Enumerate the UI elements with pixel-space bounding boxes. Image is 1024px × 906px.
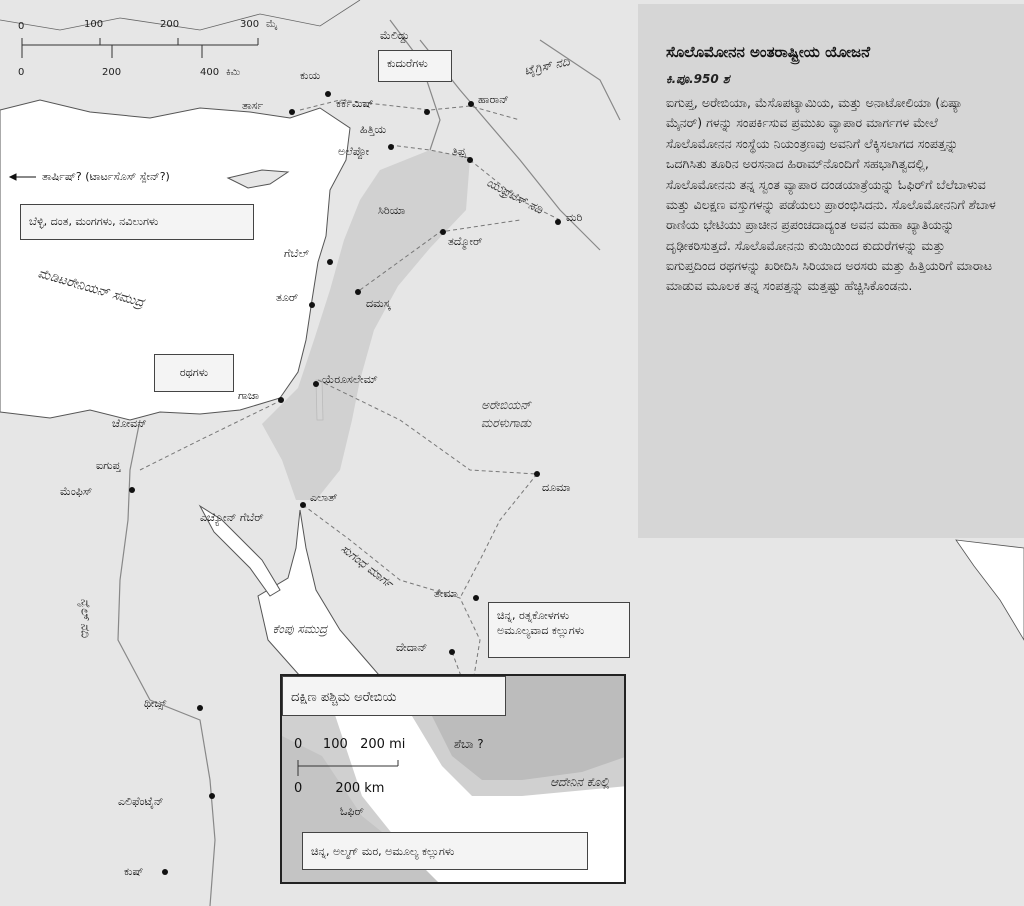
persian-gulf-corner (955, 539, 1024, 641)
panel-date: ಕಿ.ಪೂ.950 ಶ (666, 72, 730, 86)
city-kue: ಕುಯ (300, 69, 321, 82)
cyprus-island (226, 169, 290, 189)
scale-mi-200: 200 (160, 19, 180, 30)
callout-silver: ಬೆಳ್ಳಿ, ದಂತ, ಮಂಗಗಳು, ನವಿಲುಗಳು (20, 204, 254, 240)
inset-gulf-aden: ಆದೇನಿನ ಕೊಲ್ಲಿ (550, 775, 610, 789)
panel-title: ಸೊಲೊಮೋನನ ಅಂತರಾಷ್ಟ್ರೀಯ ಯೋಜನೆ (666, 43, 871, 61)
city-memphis: ಮೆಂಫಿಸ್ (60, 485, 93, 498)
sheba-goods-line-2: ಅಮೂಲ್ಯವಾದ ಕಲ್ಲುಗಳು (497, 623, 585, 637)
city-tipsah: ತಿಪ್ಸ (452, 145, 466, 158)
city-aleppo: ಅಲೆಪ್ಪೋ (338, 145, 370, 158)
city-tarsus: ತಾರ್ಸ (242, 99, 264, 112)
scale-km-unit: ಕಿಮಿ (226, 67, 241, 78)
label-tarshish: ತಾರ್ಷಿಷ್? (ಟಾರ್ಟಸೊಸ್ ಸ್ಪೇನ್?) (42, 170, 170, 183)
inset-scale-km: 0 200 km (294, 781, 385, 796)
tarshish-arrow (8, 173, 36, 181)
region-arabian-desert: ಅರೇಬಿಯನ್ ಮರಳುಗಾಡು (480, 398, 532, 430)
scale-km-400: 400 (200, 67, 220, 78)
city-zoan: ಚೋವನ್ (112, 417, 147, 430)
city-dedan: ದೇದಾನ್ (396, 641, 428, 654)
city-carchemish: ಕರ್ಕೆಮಿಷ್ (336, 97, 374, 110)
scale-mi-100: 100 (84, 19, 104, 30)
sheba-goods-line-1: ಚಿನ್ನ, ರತ್ನಕೋಳಗಳು (497, 609, 570, 622)
city-elephantine: ಎಲಿಫೆಂಟೈನ್ (118, 795, 164, 808)
city-gaza: ಗಾಜಾ (238, 389, 260, 402)
city-thebes: ಥೀಬ್ಸ್ (144, 697, 167, 710)
inset-map: ದಕ್ಷಿಣ ಪಶ್ಚಿಮ ಅರೇಬಿಯ 0 100 200 mi 0 200 … (280, 674, 626, 884)
coast-north (0, 0, 361, 31)
city-hittites: ಹಿತ್ತಿಯ (360, 123, 387, 136)
inset-title: ದಕ್ಷಿಣ ಪಶ್ಚಿಮ ಅರೇಬಿಯ (282, 676, 506, 716)
scale-mi-unit: ಮೈ (266, 19, 278, 30)
trade-routes (139, 99, 561, 741)
info-panel: ಸೊಲೊಮೋನನ ಅಂತರಾಷ್ಟ್ರೀಯ ಯೋಜನೆ ಕಿ.ಪೂ.950 ಶ … (638, 4, 1024, 538)
scale-bar (21, 38, 259, 58)
city-elath: ಎಲಾತ್ (310, 491, 338, 504)
city-tema: ತೇಮಾ (434, 587, 458, 600)
sea-red: ಕೆಂಪು ಸಮುದ್ರ (272, 622, 328, 636)
city-mari: ಮರಿ (566, 211, 583, 224)
city-kush: ಕುಷ್ (124, 865, 144, 878)
city-gebal: ಗೆಬೆಲ್ (284, 247, 310, 260)
callout-sheba-goods: ಚಿನ್ನ, ರತ್ನಕೋಳಗಳು ಅಮೂಲ್ಯವಾದ ಕಲ್ಲುಗಳು (488, 602, 630, 658)
inset-sea (322, 676, 624, 882)
scale-mi-0: 0 (18, 21, 25, 32)
callout-horses: ಕುದುರೆಗಳು (378, 50, 452, 82)
kingdom-area (262, 150, 470, 500)
city-tadmor: ತದ್ಮೋರ್ (448, 235, 483, 248)
city-damascus: ದಮಸ್ಕ (366, 297, 391, 310)
callout-chariots: ರಥಗಳು (154, 354, 234, 392)
scale-km-0: 0 (18, 67, 25, 78)
inset-ophir: ಓಫಿರ್ (340, 805, 364, 818)
city-dots (129, 91, 561, 875)
city-eziongeber: ಎಚ್ಯೋನ್ ಗೆಬೆರ್ (200, 511, 264, 524)
inset-goods: ಚಿನ್ನ, ಅಲ್ಮಗ್ ಮರ, ಅಮೂಲ್ಯ ಕಲ್ಲುಗಳು (302, 832, 588, 870)
city-haran: ಹಾರಾನ್ (478, 93, 509, 106)
inset-scale-bar (297, 760, 399, 776)
panel-body: ಐಗುಪ್ತ, ಅರೇಬಿಯಾ, ಮೆಸೊಪಟ್ಯಾಮಿಯ, ಮತ್ತು ಅನಾ… (666, 95, 996, 294)
scale-mi-300: 300 (240, 19, 260, 30)
region-egypt: ಐಗುಪ್ತ (96, 459, 121, 472)
river-nile: ನೈಲ್ ನದಿ (78, 598, 93, 638)
city-tyre: ತೂರ್ (276, 291, 299, 304)
scale-km-200: 200 (102, 67, 122, 78)
city-jerusalem: ಯೆರೂಸಲೇಮ್ (322, 373, 378, 386)
city-meliddu: ಮೆಲಿದ್ದು (380, 29, 410, 42)
region-syria: ಸಿರಿಯಾ (378, 204, 406, 217)
inset-scale-mi: 0 100 200 mi (294, 737, 406, 752)
inset-sheba: ಶೆಬಾ ? (454, 737, 484, 751)
city-dumah: ದೂಮಾ (542, 481, 571, 494)
gulf-of-suez-shape (198, 504, 281, 597)
